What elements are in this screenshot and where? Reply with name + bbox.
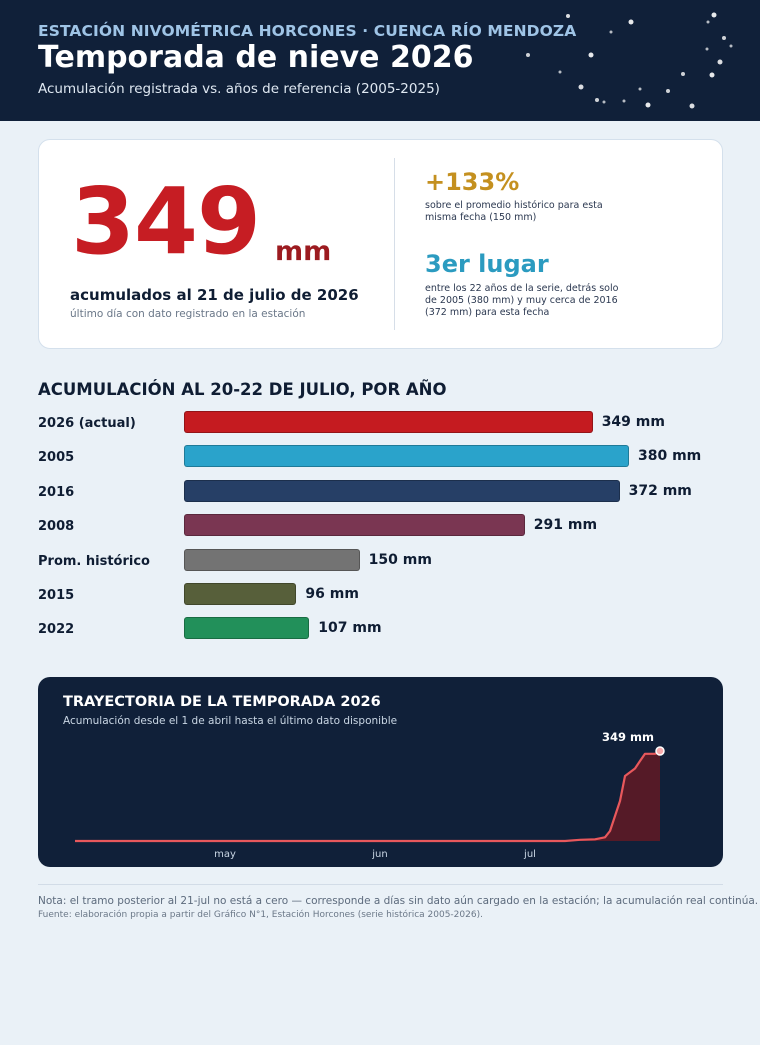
- bar-row: 2016 372 mm: [38, 479, 728, 506]
- trajectory-chart: 349 mm may jun jul: [75, 730, 665, 860]
- bar-row: 2005 380 mm: [38, 445, 728, 471]
- bar-row: 2022 107 mm: [38, 617, 728, 643]
- x-tick-label: jun: [371, 849, 387, 860]
- summary-card: 349 mm acumulados al 21 de julio de 2026…: [38, 139, 723, 349]
- bar-value-label: 107 mm: [318, 620, 382, 637]
- ranking-value: 3er lugar: [425, 250, 549, 278]
- trajectory-line: [75, 750, 661, 843]
- trajectory-subtitle: Acumulación desde el 1 de abril hasta el…: [63, 715, 398, 727]
- footer-divider: [38, 884, 723, 885]
- bar-row: 2008 291 mm: [38, 514, 728, 540]
- page-subtitle: Acumulación registrada vs. años de refer…: [38, 81, 440, 97]
- accumulation-caption: acumulados al 21 de julio de 2026: [70, 286, 359, 304]
- bar-label: Prom. histórico: [38, 553, 150, 569]
- ranking-text: entre los 22 años de la serie, detrás so…: [425, 283, 619, 318]
- summary-divider: [394, 158, 395, 330]
- bar: [184, 411, 593, 433]
- bar-value-label: 150 mm: [368, 551, 432, 568]
- bar-row: 2026 (actual) 349 mm: [38, 411, 728, 437]
- bar-value-label: 372 mm: [628, 482, 692, 499]
- trajectory-end-point: [655, 746, 665, 756]
- bar-row: Prom. histórico 150 mm: [38, 548, 728, 575]
- bar-label: 2015: [38, 588, 75, 603]
- bar-label: 2008: [38, 519, 75, 535]
- bar-row: 2015 96 mm: [38, 583, 728, 609]
- bar-chart-title: ACUMULACIÓN AL 20-22 DE JULIO, POR AÑO: [38, 380, 447, 399]
- trajectory-title: TRAYECTORIA DE LA TEMPORADA 2026: [63, 694, 381, 710]
- bar-label: 2005: [38, 450, 75, 466]
- bar-label: 2022: [38, 622, 75, 638]
- bar-label: 2016: [38, 484, 75, 500]
- snowflakes-decoration: [526, 12, 733, 109]
- bar-label: 2026 (actual): [38, 416, 136, 431]
- trajectory-panel: TRAYECTORIA DE LA TEMPORADA 2026 Acumula…: [38, 677, 723, 867]
- header-kicker: ESTACIÓN NIVOMÉTRICA HORCONES · CUENCA R…: [38, 22, 577, 40]
- accumulation-unit: mm: [275, 236, 332, 267]
- bar: [184, 479, 620, 502]
- accumulation-note: último día con dato registrado en la est…: [70, 308, 306, 320]
- bar: [184, 445, 629, 468]
- x-tick-label: jul: [523, 849, 536, 860]
- trajectory-area: [75, 751, 660, 841]
- bar: [184, 548, 360, 571]
- bar: [184, 514, 525, 537]
- percent-over-average: +133%: [425, 168, 520, 196]
- trajectory-end-label: 349 mm: [602, 730, 654, 744]
- percent-over-average-text: sobre el promedio histórico para esta mi…: [425, 200, 603, 223]
- footer-source: Fuente: elaboración propia a partir del …: [38, 910, 483, 920]
- x-tick-label: may: [214, 849, 236, 860]
- bar-value-label: 380 mm: [638, 448, 702, 465]
- bar-value-label: 291 mm: [533, 517, 598, 534]
- header-banner: ESTACIÓN NIVOMÉTRICA HORCONES · CUENCA R…: [0, 0, 760, 121]
- bar-value-label: 349 mm: [601, 414, 665, 430]
- accumulation-value: 349: [71, 168, 261, 275]
- bar: [184, 617, 310, 640]
- footer-note: Nota: el tramo posterior al 21-jul no es…: [38, 895, 759, 907]
- bar: [184, 583, 297, 605]
- bar-value-label: 96 mm: [305, 586, 359, 602]
- page-title: Temporada de nieve 2026: [38, 40, 474, 75]
